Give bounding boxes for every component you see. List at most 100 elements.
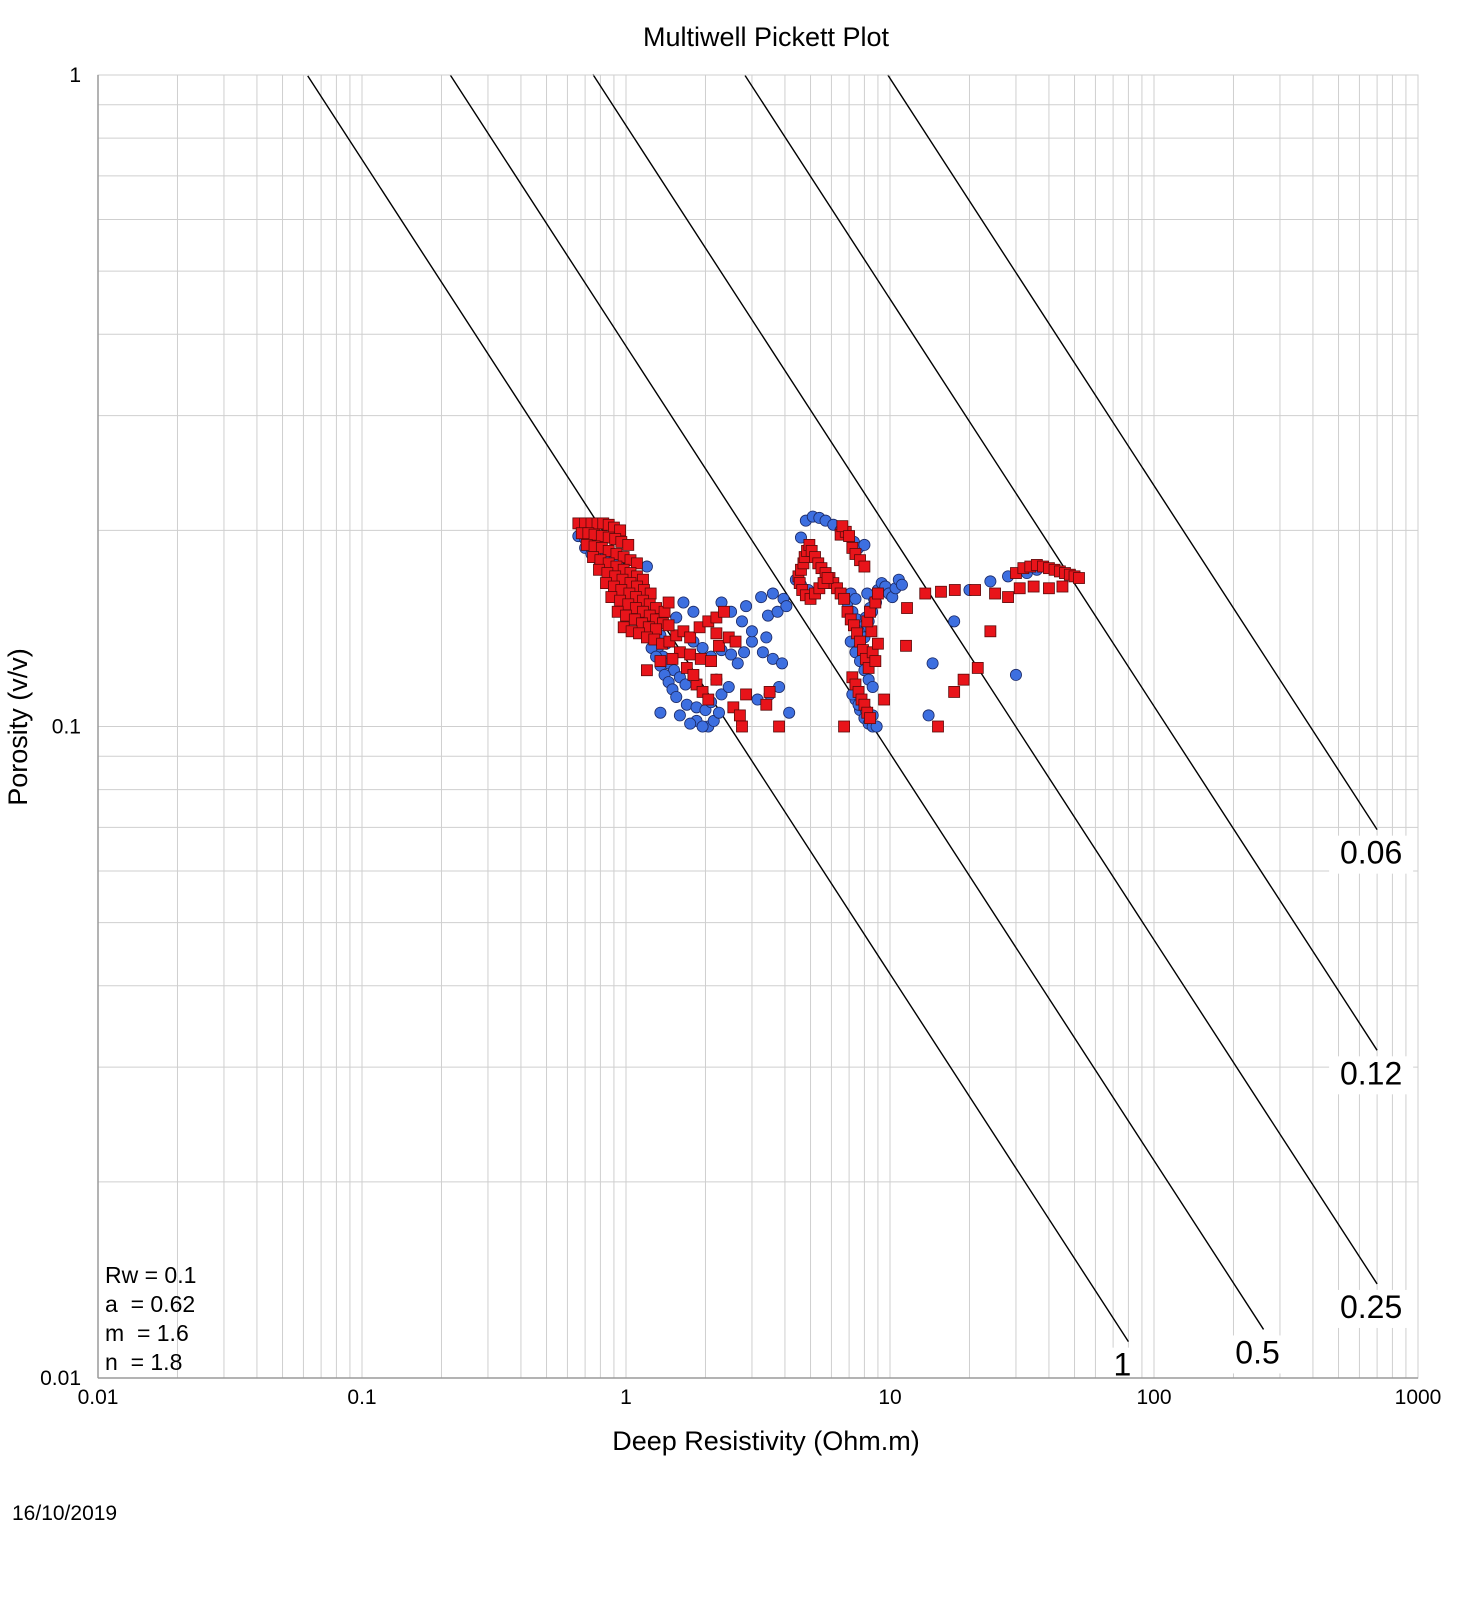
data-point-square	[718, 605, 730, 618]
data-point-square	[957, 673, 970, 686]
data-point-square	[666, 652, 679, 665]
data-point-square	[862, 662, 875, 674]
data-point-circle	[715, 688, 728, 701]
data-point-circle	[866, 680, 879, 693]
data-point-square	[1027, 580, 1040, 593]
data-point-square	[760, 698, 773, 711]
x-tick-label: 100	[1136, 1386, 1171, 1409]
data-point-square	[702, 693, 715, 706]
data-point-square	[969, 584, 981, 596]
series-square	[572, 517, 1085, 733]
data-point-square	[900, 639, 912, 652]
data-point-square	[932, 720, 944, 733]
data-point-square	[864, 712, 876, 725]
data-point-circle	[895, 578, 908, 591]
sw-label-bg	[1105, 1347, 1139, 1386]
date-stamp: 16/10/2019	[12, 1502, 118, 1525]
data-point-square	[654, 655, 667, 668]
x-tick-label: 10	[878, 1386, 901, 1409]
data-point-circle	[740, 600, 753, 613]
data-point-circle	[926, 657, 939, 670]
data-point-square	[948, 686, 961, 698]
data-point-square	[838, 592, 850, 605]
data-point-circle	[677, 596, 690, 609]
data-point-circle	[1009, 668, 1022, 681]
param-a: a = 0.62	[105, 1291, 195, 1317]
data-point-square	[693, 621, 706, 634]
data-point-circle	[670, 690, 683, 703]
data-point-circle	[849, 592, 862, 605]
data-point-circle	[640, 560, 653, 573]
data-point-circle	[735, 615, 748, 628]
data-point-circle	[756, 646, 769, 659]
x-tick-label: 1	[620, 1386, 632, 1409]
param-n: n = 1.8	[105, 1349, 182, 1375]
data-point-square	[989, 587, 1001, 600]
data-point-circle	[766, 587, 779, 600]
data-point-circle	[783, 706, 796, 719]
data-point-circle	[776, 657, 789, 670]
data-point-circle	[948, 615, 961, 628]
data-point-square	[631, 557, 643, 570]
data-point-circle	[712, 706, 725, 719]
data-point-square	[1002, 591, 1014, 603]
data-point-square	[641, 664, 653, 677]
data-point-square	[878, 693, 891, 706]
data-point-square	[736, 720, 748, 733]
data-point-square	[901, 602, 913, 614]
data-point-circle	[922, 709, 935, 722]
data-point-circle	[771, 605, 784, 618]
parameters-box: Rw = 0.1 a = 0.62 m = 1.6 n = 1.8	[105, 1262, 196, 1375]
data-point-square	[663, 635, 676, 648]
sw-label-1: 1	[1114, 1347, 1132, 1383]
sw-label-0.12: 0.12	[1340, 1055, 1402, 1091]
y-axis-label: Porosity (v/v)	[3, 648, 33, 806]
data-point-circle	[984, 575, 997, 588]
data-point-square	[1043, 582, 1055, 595]
x-axis-label: Deep Resistivity (Ohm.m)	[612, 1426, 920, 1456]
data-point-square	[984, 625, 997, 638]
data-point-square	[1073, 572, 1085, 584]
data-point-square	[733, 709, 746, 722]
data-point-square	[684, 648, 697, 661]
data-point-square	[935, 585, 947, 598]
data-point-square	[677, 625, 690, 638]
data-point-square	[971, 662, 984, 674]
grid	[97, 75, 1418, 1379]
param-m: m = 1.6	[105, 1320, 189, 1346]
data-point-square	[865, 625, 878, 638]
data-point-square	[763, 686, 776, 698]
sw-label-bg	[1329, 835, 1414, 874]
data-point-circle	[684, 717, 697, 730]
data-point-circle	[745, 625, 758, 638]
data-point-circle	[687, 605, 700, 618]
data-point-circle	[673, 709, 686, 722]
x-tick-label: 1000	[1395, 1386, 1442, 1409]
sw-label-0.06: 0.06	[1340, 835, 1402, 871]
data-point-square	[729, 635, 742, 648]
param-rw: Rw = 0.1	[105, 1262, 196, 1288]
data-point-square	[843, 530, 856, 542]
data-point-square	[662, 619, 675, 632]
data-point-square	[821, 572, 834, 584]
chart-title: Multiwell Pickett Plot	[643, 22, 890, 52]
data-point-circle	[722, 680, 735, 693]
data-point-circle	[745, 635, 758, 648]
data-point-square	[687, 669, 700, 681]
data-point-square	[727, 701, 740, 714]
data-point-square	[1056, 580, 1069, 593]
y-tick-label: 0.1	[52, 716, 81, 739]
sw-label-bg	[1329, 1289, 1414, 1328]
data-point-square	[622, 538, 635, 551]
data-point-square	[872, 637, 884, 650]
data-point-square	[713, 639, 725, 652]
data-point-square	[662, 596, 675, 609]
data-point-square	[858, 560, 871, 573]
data-point-square	[919, 587, 932, 600]
data-point-circle	[760, 631, 773, 644]
data-point-square	[710, 673, 723, 686]
data-point-square	[872, 587, 884, 600]
data-point-square	[684, 631, 697, 644]
